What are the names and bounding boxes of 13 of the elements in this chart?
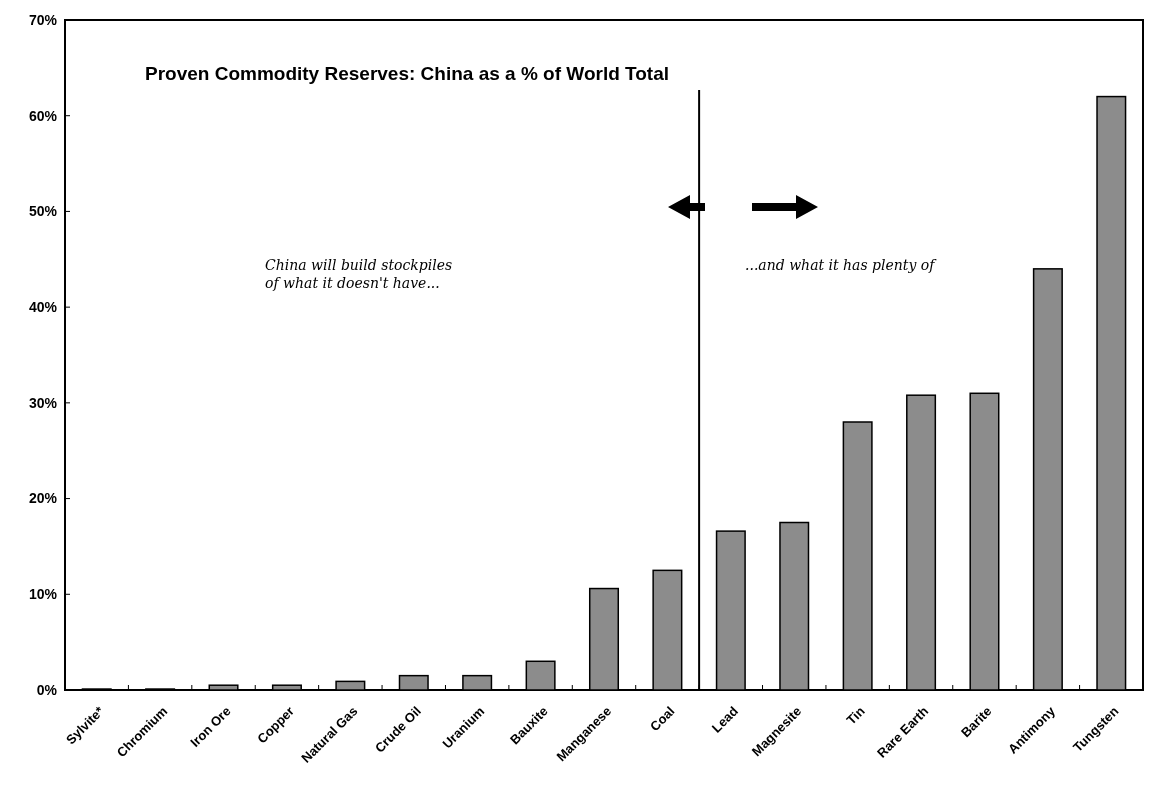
y-tick-label: 60% [28, 107, 58, 124]
x-tick-label: Iron Ore [187, 703, 234, 750]
y-tick-label: 0% [36, 681, 58, 698]
text: Proven Commodity Reserves: China as a % of World Total [145, 63, 670, 84]
y-tick-label: 30% [28, 394, 58, 411]
x-tick-label: Tin [843, 703, 868, 728]
y-tick-label: 10% [28, 586, 58, 603]
y-tick-label: 50% [28, 203, 58, 220]
annotation: China will build stockpiles of what it doesn't have... [265, 257, 453, 291]
y-tick-label: 40% [28, 299, 58, 316]
y-tick-label: 70% [28, 11, 58, 28]
annotation: ...and what it has plenty of [745, 257, 938, 273]
y-tick-label: 20% [28, 490, 58, 507]
